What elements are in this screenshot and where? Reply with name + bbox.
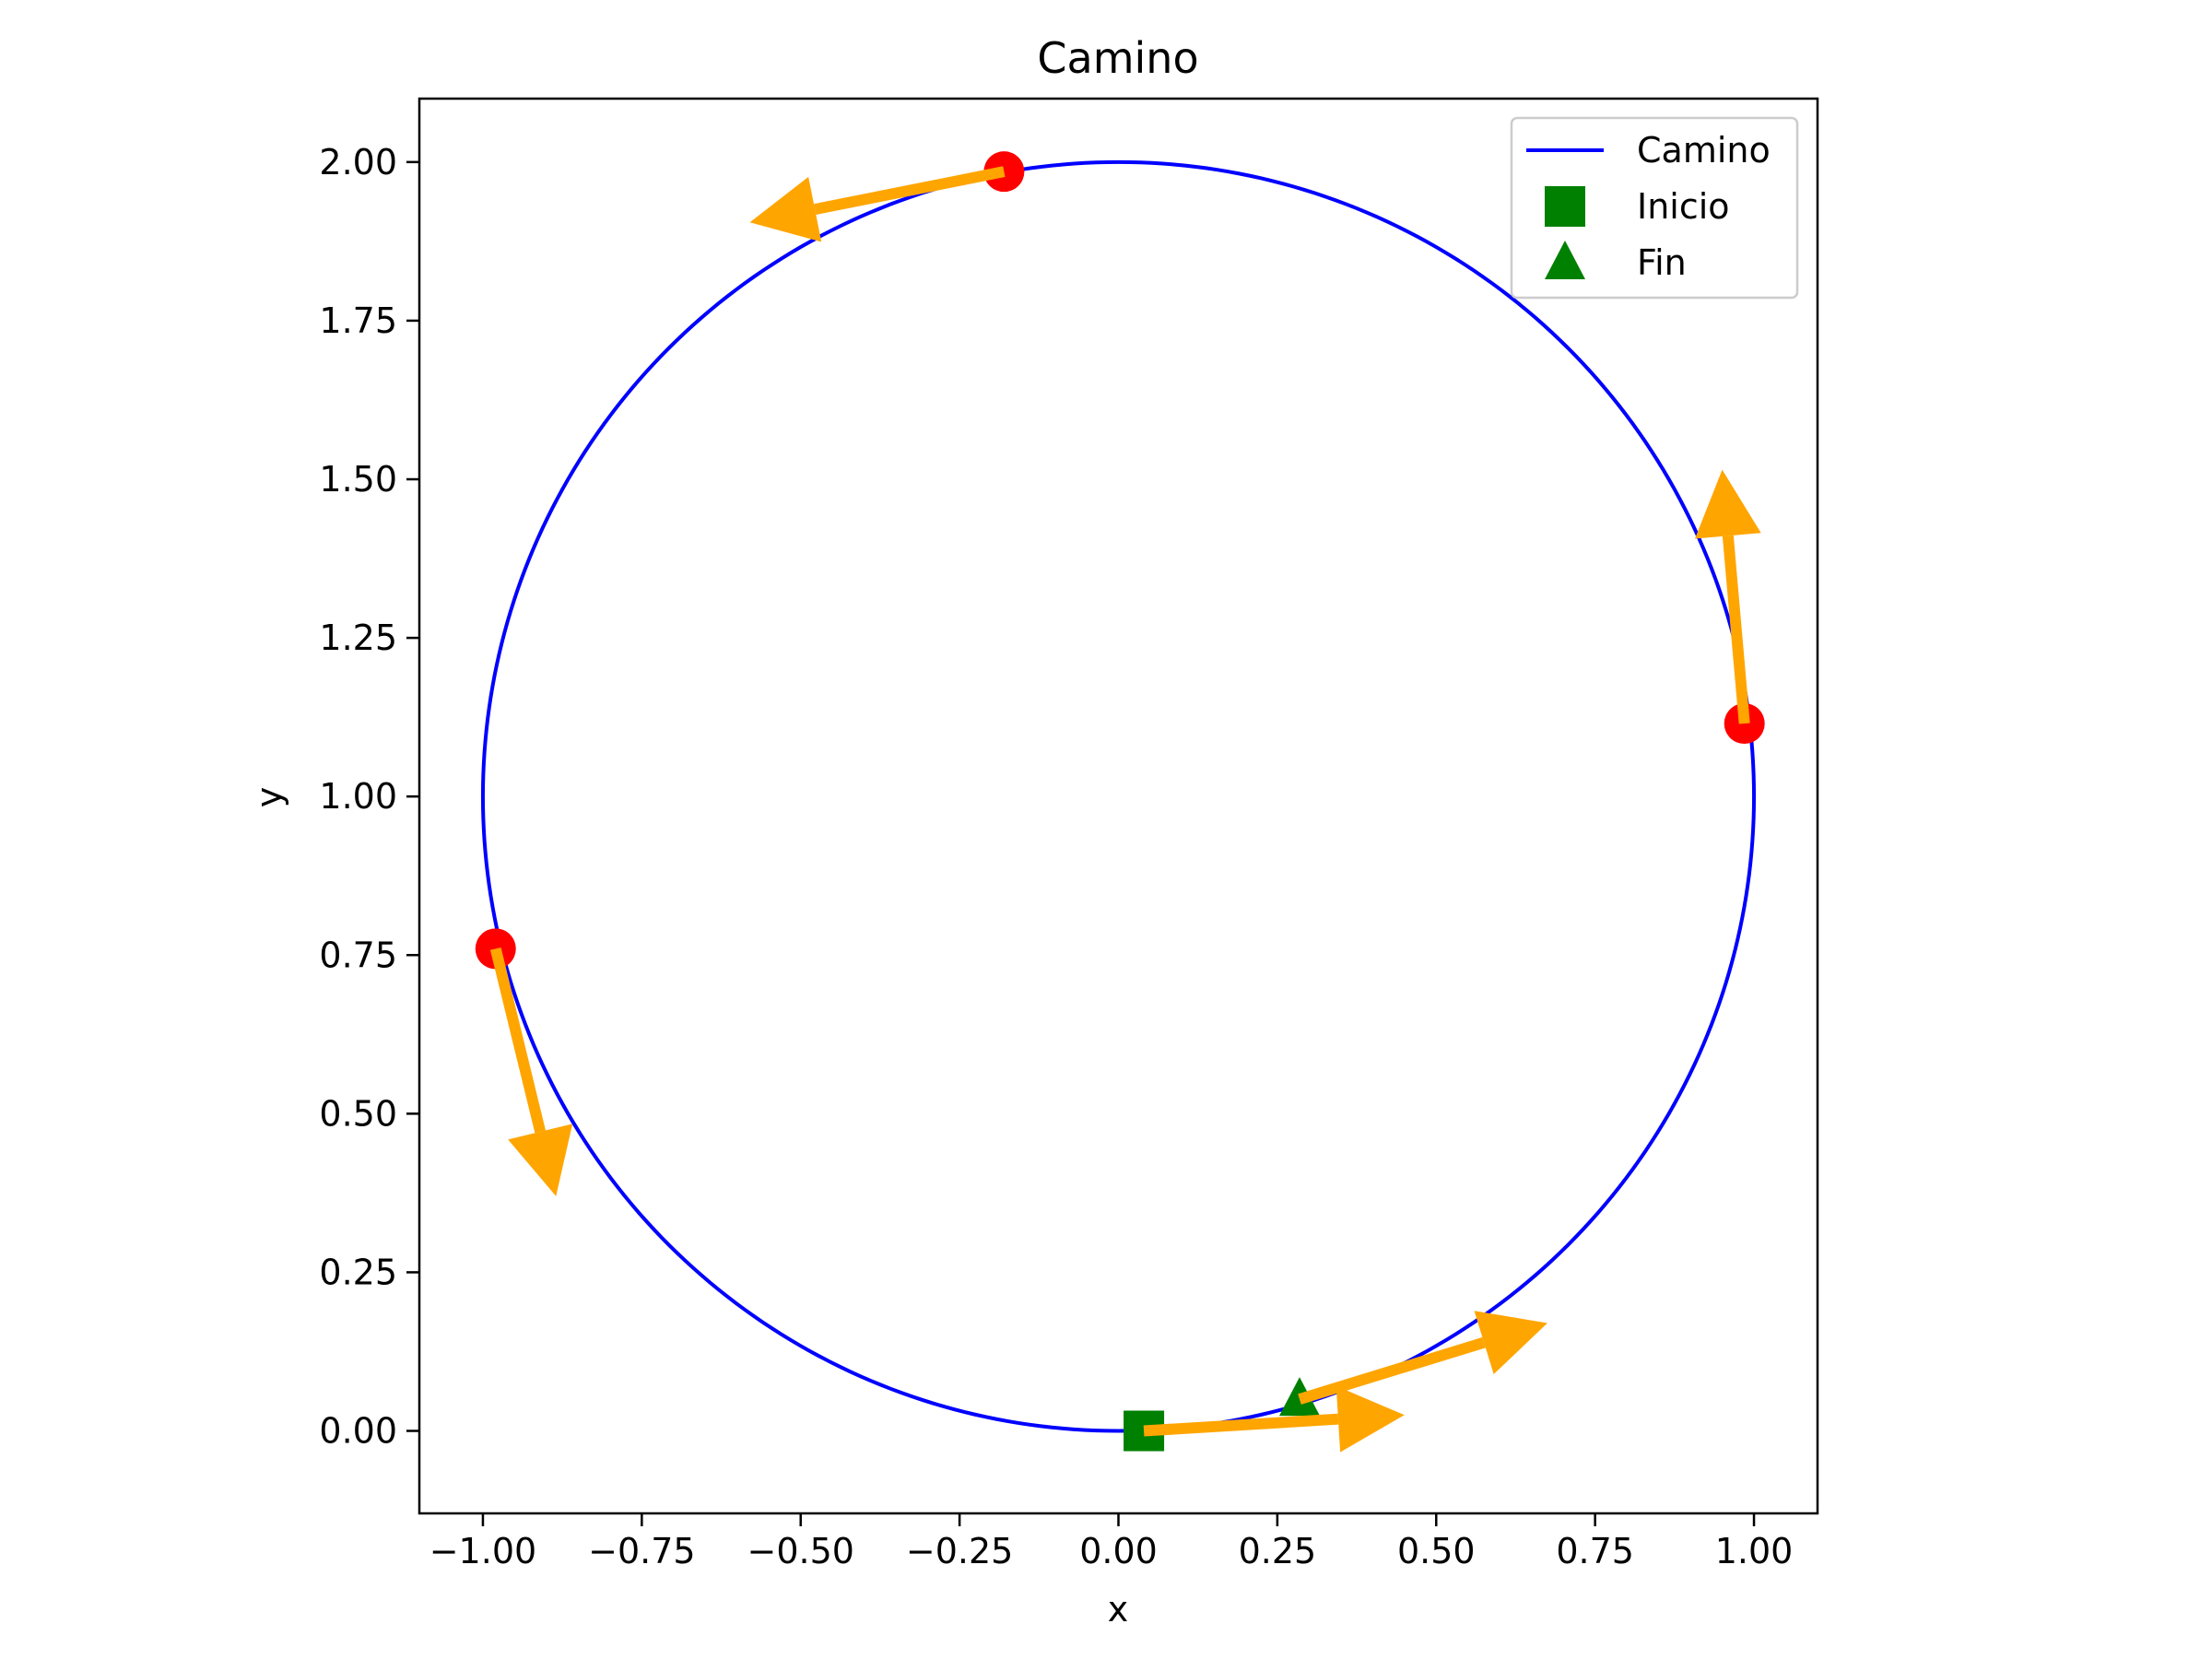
x-tick-label: 0.50: [1397, 1531, 1476, 1571]
arrow-shaft: [1298, 1336, 1486, 1405]
legend-item-1: Inicio: [1545, 186, 1730, 227]
y-tick-label: 1.25: [319, 618, 397, 658]
arrow-head: [749, 176, 822, 242]
y-tick-label: 1.00: [319, 776, 397, 817]
y-tick-label: 0.00: [319, 1411, 397, 1452]
y-tick-label: 1.50: [319, 459, 397, 500]
x-axis: −1.00 −0.75 −0.50 −0.25 0.00 0.25 0.50 0.75 1.00: [429, 1513, 1794, 1571]
y-axis: 0.00 0.25 0.50 0.75 1.00 1.25 1.50 1.75 2.00: [319, 142, 419, 1452]
legend-box: [1510, 116, 1799, 300]
arrow-head: [1694, 469, 1761, 539]
direction-arrow-4: [489, 947, 573, 1196]
chart-title: Camino: [1037, 33, 1198, 83]
x-tick-label: 0.75: [1556, 1531, 1634, 1571]
arrow-shaft: [1143, 1413, 1339, 1437]
y-tick-label: 2.00: [319, 142, 397, 182]
y-tick-label: 0.50: [319, 1093, 397, 1134]
arrow-shaft: [1722, 535, 1750, 724]
legend-square-swatch: [1545, 186, 1585, 227]
direction-arrow-2: [749, 166, 1006, 242]
arrow-head: [1335, 1385, 1405, 1453]
arrow-shaft: [813, 166, 1006, 216]
x-tick-label: −0.50: [747, 1531, 854, 1571]
x-tick-label: 0.00: [1079, 1531, 1158, 1571]
legend-item-2: Fin: [1545, 241, 1687, 283]
direction-arrow-3: [1694, 469, 1761, 724]
y-tick-label: 0.75: [319, 935, 397, 975]
legend-label: Inicio: [1637, 186, 1730, 227]
y-axis-title: y: [249, 787, 289, 808]
x-tick-label: −0.75: [588, 1531, 695, 1571]
x-tick-label: −0.25: [906, 1531, 1013, 1571]
plot-area: [418, 97, 1819, 1515]
y-tick-label: 0.25: [319, 1252, 397, 1292]
legend-item-0: Camino: [1526, 130, 1771, 171]
arrow-head: [1474, 1311, 1547, 1375]
x-tick-label: 1.00: [1715, 1531, 1794, 1571]
path-line: [480, 159, 1757, 1433]
legend-label: Camino: [1637, 130, 1771, 171]
direction-arrow-1: [1298, 1311, 1547, 1405]
legend-triangle-swatch: [1545, 241, 1585, 279]
arrow-head: [508, 1124, 573, 1196]
legend: Camino Inicio Fin: [1510, 116, 1799, 300]
x-axis-title: x: [1108, 1589, 1129, 1630]
x-tick-label: −1.00: [429, 1531, 536, 1571]
direction-arrow-0: [1143, 1385, 1405, 1453]
x-tick-label: 0.25: [1239, 1531, 1317, 1571]
arrow-shaft: [489, 947, 547, 1134]
plot-frame: [418, 97, 1819, 1515]
y-tick-label: 1.75: [319, 300, 397, 341]
legend-label: Fin: [1637, 242, 1687, 283]
